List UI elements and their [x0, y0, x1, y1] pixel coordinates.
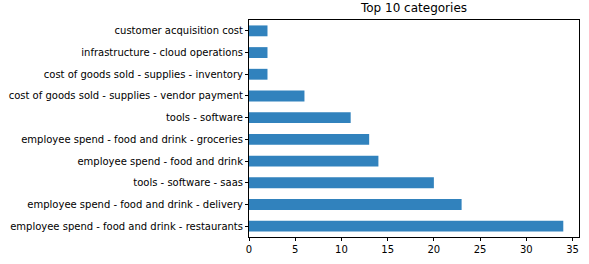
svg-text:cost of goods sold - supplies: cost of goods sold - supplies - vendor p…	[9, 90, 243, 101]
svg-text:35: 35	[566, 244, 579, 255]
svg-text:20: 20	[428, 244, 441, 255]
svg-text:25: 25	[474, 244, 487, 255]
svg-text:tools - software: tools - software	[166, 112, 243, 123]
svg-text:0: 0	[246, 244, 252, 255]
svg-text:infrastructure - cloud operati: infrastructure - cloud operations	[81, 47, 243, 58]
svg-text:cost of goods sold - supplies: cost of goods sold - supplies - inventor…	[44, 69, 243, 80]
svg-text:tools - software - saas: tools - software - saas	[133, 177, 243, 188]
svg-text:15: 15	[381, 244, 394, 255]
svg-text:employee spend - food and drin: employee spend - food and drink - restau…	[10, 221, 243, 232]
svg-text:30: 30	[520, 244, 533, 255]
svg-text:employee spend - food and drin: employee spend - food and drink - grocer…	[21, 134, 243, 145]
svg-text:employee spend - food and drin: employee spend - food and drink	[77, 156, 243, 167]
svg-text:employee spend - food and drin: employee spend - food and drink - delive…	[27, 199, 243, 210]
svg-text:customer acquisition cost: customer acquisition cost	[115, 25, 244, 36]
svg-text:10: 10	[335, 244, 348, 255]
svg-text:5: 5	[292, 244, 298, 255]
svg-text:Top 10 categories: Top 10 categories	[360, 1, 467, 15]
